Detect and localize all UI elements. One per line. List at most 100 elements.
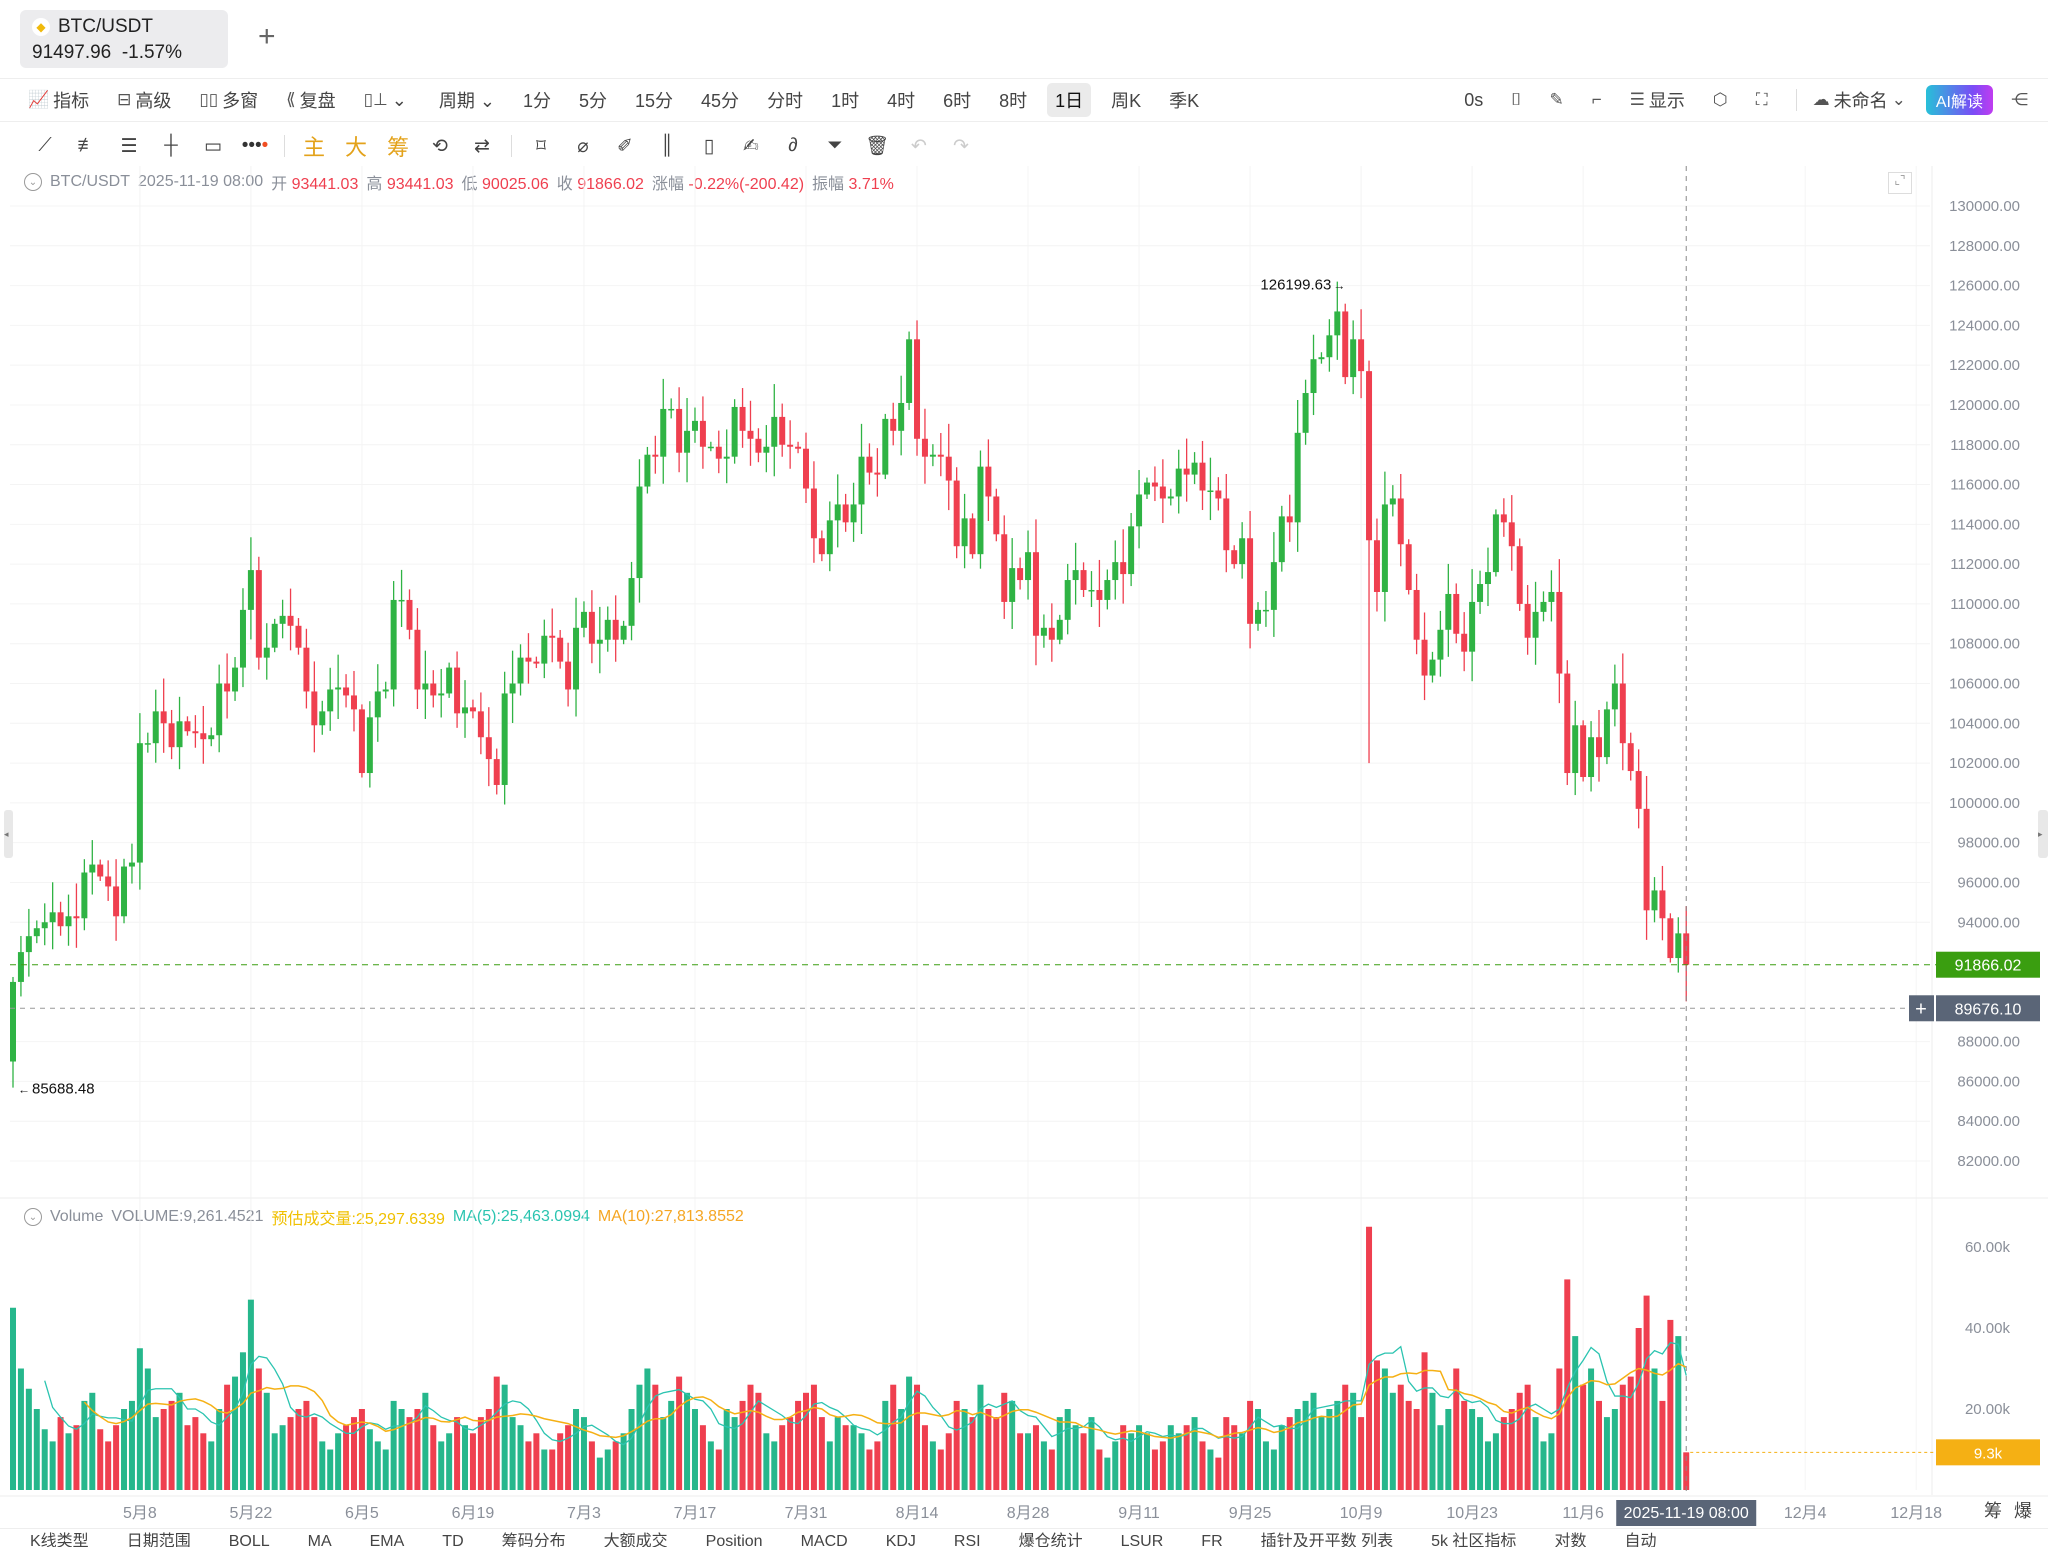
redo-icon[interactable]: ↷: [953, 135, 969, 157]
candle-body: [398, 599, 405, 602]
undo-icon[interactable]: ↶: [911, 135, 927, 157]
main-indicator-button[interactable]: 主: [302, 135, 325, 160]
bottom-tab[interactable]: MA: [307, 1533, 332, 1547]
ruler-icon[interactable]: ⌀: [577, 135, 589, 157]
volume-ma10-line: [83, 1362, 1687, 1439]
bottom-tab[interactable]: FR: [1201, 1533, 1223, 1547]
volume-bar: [1056, 1417, 1063, 1490]
candle: [358, 704, 365, 778]
toolbar-item[interactable]: ▯▯ 多窗: [191, 83, 266, 117]
expand-icon[interactable]: ⌞⌝: [1888, 172, 1912, 194]
interval-3[interactable]: 45分: [701, 91, 740, 111]
ai-interpret-button[interactable]: AI解读: [1925, 85, 1993, 115]
bottom-tab[interactable]: 插针及开平数 列表: [1260, 1533, 1394, 1547]
add-tab-button[interactable]: +: [258, 20, 276, 53]
add-alert-button[interactable]: [1909, 995, 1934, 1022]
chip-side-button[interactable]: 筹: [1984, 1501, 2002, 1521]
right-panel-toggle[interactable]: ▸: [2038, 810, 2048, 858]
trend-line-icon[interactable]: ⟋: [38, 135, 52, 156]
bottom-tab[interactable]: LSUR: [1120, 1533, 1164, 1547]
add-window-icon[interactable]: ⌐: [1591, 90, 1602, 109]
collapse-icon[interactable]: ⌄: [24, 173, 42, 191]
toolbar-item[interactable]: 周期 ⌄: [427, 83, 503, 117]
interval-7[interactable]: 6时: [943, 91, 972, 111]
bottom-tab[interactable]: 5k 社区指标: [1431, 1533, 1517, 1547]
interval-1[interactable]: 5分: [578, 91, 607, 111]
bottom-tab[interactable]: KDJ: [885, 1533, 916, 1547]
rectangle-icon[interactable]: ▭: [204, 135, 222, 157]
volume-bar: [136, 1348, 143, 1490]
interval-0[interactable]: 1分: [522, 91, 551, 111]
date-tick: 5月22: [230, 1505, 273, 1522]
toolbar-item[interactable]: ⊟ 高级: [109, 83, 179, 117]
brush-icon[interactable]: ✐: [617, 135, 633, 157]
volume-bar: [247, 1299, 254, 1490]
bottom-tab[interactable]: 自动: [1624, 1533, 1657, 1547]
candle: [25, 908, 32, 977]
bottom-tab[interactable]: 对数: [1554, 1533, 1587, 1547]
interval-10[interactable]: 周K: [1111, 91, 1142, 111]
bottom-tab[interactable]: 爆仓统计: [1018, 1533, 1083, 1547]
toolbar-item[interactable]: ⟪ 复盘: [278, 83, 343, 117]
bottom-tab[interactable]: EMA: [369, 1533, 405, 1547]
lock-icon[interactable]: ▯: [703, 135, 715, 157]
camera-icon[interactable]: ⌷: [1511, 90, 1522, 109]
candle-body: [763, 446, 770, 453]
interval-4[interactable]: 分时: [767, 91, 804, 111]
liquidation-side-button[interactable]: 爆: [2014, 1501, 2032, 1521]
bottom-tab[interactable]: 大额成交: [603, 1533, 668, 1547]
layout-select[interactable]: ☁ 未命名 ⌄: [1805, 83, 1914, 117]
bottom-tab[interactable]: TD: [442, 1533, 464, 1547]
bottom-tab[interactable]: K线类型: [30, 1533, 89, 1547]
fib-icon[interactable]: ☰: [120, 135, 138, 157]
bottom-tab[interactable]: 筹码分布: [501, 1533, 566, 1547]
filter-icon[interactable]: ⏷: [827, 135, 843, 156]
bottom-tab[interactable]: BOLL: [228, 1533, 270, 1547]
pencil-icon[interactable]: ✎: [1549, 90, 1564, 109]
candle: [1381, 471, 1388, 622]
volume-bar: [668, 1400, 675, 1490]
symbol-tab[interactable]: ◆ BTC/USDT 91497.96 -1.57%: [20, 10, 228, 68]
volume-bar: [1667, 1319, 1674, 1490]
share-icon[interactable]: ⋲: [2011, 90, 2028, 109]
horizontal-line-icon[interactable]: ┼: [164, 135, 178, 156]
swap-icon[interactable]: ⇄: [474, 135, 490, 157]
candle-body: [144, 743, 151, 745]
volume-bar: [1080, 1433, 1087, 1490]
more-icon[interactable]: ••••: [241, 135, 269, 156]
bottom-tab[interactable]: Position: [705, 1533, 763, 1547]
interval-11[interactable]: 季K: [1169, 91, 1200, 111]
chip-button[interactable]: 筹: [386, 135, 409, 160]
interval-2[interactable]: 15分: [635, 91, 674, 111]
left-panel-toggle[interactable]: ◂: [4, 810, 13, 858]
settings-icon[interactable]: ⬡: [1712, 90, 1728, 109]
bookmark-icon[interactable]: ⌑: [536, 135, 546, 157]
interval-6[interactable]: 4时: [887, 91, 916, 111]
toolbar-item[interactable]: ▯⊥ ⌄: [356, 83, 415, 117]
parallel-lines-icon[interactable]: ≢: [77, 135, 97, 156]
magnet-icon[interactable]: ∂: [788, 135, 798, 156]
interval-9[interactable]: 1日: [1047, 83, 1092, 117]
arrow-right-icon: →: [1333, 279, 1345, 293]
big-order-button[interactable]: 大: [344, 135, 367, 160]
interval-5[interactable]: 1时: [831, 91, 860, 111]
bottom-tab[interactable]: MACD: [800, 1533, 848, 1547]
toolbar-item[interactable]: 📈 指标: [20, 83, 97, 117]
volume-bar: [517, 1425, 524, 1490]
volume-bar: [311, 1417, 318, 1490]
display-button[interactable]: ☰ 显示: [1622, 83, 1693, 117]
fullscreen-icon[interactable]: ⛶: [1755, 90, 1768, 109]
bottom-tab[interactable]: RSI: [953, 1533, 981, 1547]
candle-body: [1421, 639, 1428, 676]
bottom-tab[interactable]: 日期范围: [126, 1533, 191, 1547]
trash-icon[interactable]: 🗑: [864, 136, 890, 157]
interval-8[interactable]: 8时: [999, 91, 1028, 111]
main-toolbar: 📈 指标 ⊟ 高级 ▯▯ 多窗 ⟪ 复盘 ▯⊥ ⌄ 周期 ⌄ 1分 5分 15分 45分 分时 1时 4时 6时 8…: [0, 78, 2048, 122]
note-icon[interactable]: ✍: [743, 135, 759, 157]
collapse-icon[interactable]: ⌄: [24, 1208, 42, 1226]
candle: [1453, 583, 1460, 644]
volume-bar: [1231, 1425, 1238, 1490]
sync-draw-icon[interactable]: ⟲: [432, 135, 448, 157]
candles-icon[interactable]: ║: [660, 135, 674, 156]
